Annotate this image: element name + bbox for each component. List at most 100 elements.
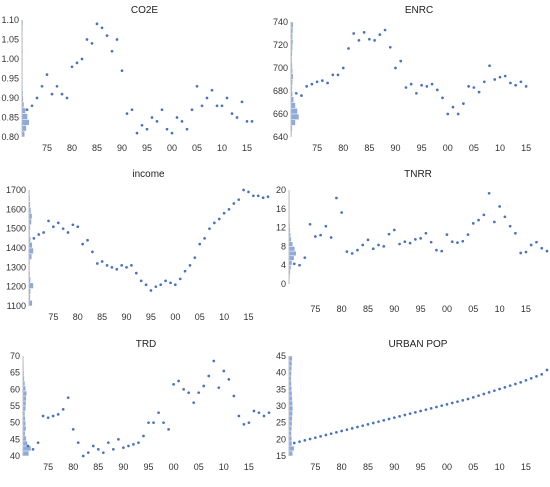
histogram-bar	[22, 131, 25, 137]
data-point	[456, 400, 459, 404]
x-tick-label: 15	[243, 312, 253, 322]
histogram-bar	[29, 236, 31, 242]
data-point	[130, 264, 133, 267]
histogram-bar	[29, 207, 31, 213]
x-tick-label: 00	[169, 462, 179, 472]
data-point	[266, 195, 270, 199]
data-point	[392, 228, 396, 232]
x-tick-label: 90	[389, 462, 399, 472]
data-point	[399, 59, 403, 63]
histogram-bar	[289, 251, 296, 256]
x-tick-label: 90	[118, 462, 128, 472]
x-tick-label: 10	[495, 143, 505, 153]
histogram-bar	[289, 396, 293, 401]
histogram-bar	[289, 406, 293, 411]
data-point	[60, 92, 64, 96]
histogram-bar	[22, 125, 27, 131]
histogram-bar	[23, 406, 26, 411]
data-point	[472, 86, 476, 89]
data-point	[215, 104, 219, 108]
data-point	[305, 85, 309, 88]
data-point	[451, 105, 455, 109]
data-point	[120, 69, 124, 73]
data-point	[498, 75, 502, 79]
data-point	[155, 120, 159, 123]
data-point	[200, 104, 204, 108]
data-point	[420, 83, 423, 87]
data-point	[378, 33, 382, 37]
data-point	[446, 112, 450, 116]
data-point	[456, 112, 460, 116]
x-tick-label: 90	[122, 312, 132, 322]
data-point	[519, 380, 523, 384]
data-point	[313, 235, 317, 238]
x-tick-label: 95	[416, 304, 426, 314]
data-point	[240, 100, 244, 104]
data-point	[91, 250, 94, 254]
x-tick-label: 15	[521, 143, 531, 153]
x-tick-label: 10	[495, 462, 505, 472]
x-tick-label: 95	[144, 462, 154, 472]
x-tick-label: 95	[142, 143, 152, 153]
histogram-bar	[289, 371, 292, 376]
data-point	[217, 217, 221, 221]
data-point	[303, 256, 307, 260]
data-point	[398, 242, 401, 246]
data-point	[100, 26, 104, 30]
histogram-bar	[289, 426, 292, 431]
data-point	[347, 47, 350, 50]
histogram-bar	[289, 446, 294, 451]
histogram-bar	[289, 436, 292, 441]
data-point	[130, 108, 134, 112]
data-point	[245, 120, 249, 123]
data-point	[122, 446, 125, 450]
y-tick-label: 45	[276, 351, 286, 361]
data-point	[227, 377, 231, 381]
histogram-bar	[23, 386, 26, 391]
data-point	[247, 190, 250, 194]
data-point	[242, 188, 245, 192]
histogram-bar	[22, 119, 29, 125]
data-point	[145, 127, 149, 131]
y-tick-label: 1100	[7, 301, 26, 311]
data-point	[95, 22, 99, 26]
data-point	[492, 389, 496, 393]
data-point	[508, 224, 512, 228]
data-point	[356, 248, 359, 252]
data-point	[373, 39, 376, 42]
y-tick-label: 40	[276, 368, 286, 378]
y-tick-label: 65	[10, 368, 20, 378]
data-point	[41, 414, 45, 418]
data-point	[361, 243, 365, 247]
data-point	[71, 223, 75, 227]
x-tick-label: 85	[93, 462, 103, 472]
data-point	[85, 38, 89, 41]
histogram-bar	[29, 283, 34, 289]
data-point	[414, 238, 417, 241]
histogram-bar	[291, 68, 293, 74]
histogram-bar	[289, 366, 292, 371]
y-tick-label: 55	[10, 401, 20, 411]
y-tick-label: 0.90	[1, 93, 19, 103]
data-point	[535, 240, 538, 244]
data-point	[425, 85, 429, 88]
histogram-bar	[291, 79, 293, 85]
data-point	[408, 412, 412, 416]
data-point	[540, 372, 544, 376]
histogram-bar	[22, 102, 24, 108]
data-point	[210, 88, 214, 92]
data-point	[450, 401, 454, 405]
data-point	[310, 82, 314, 86]
data-point	[205, 96, 209, 100]
histogram-bar	[291, 91, 293, 97]
data-point	[139, 279, 143, 283]
histogram-bar	[23, 441, 28, 446]
data-point	[180, 120, 184, 123]
data-point	[76, 441, 80, 445]
y-tick-label: 1.05	[1, 35, 19, 45]
histogram-bar	[29, 254, 32, 260]
data-point	[414, 410, 417, 414]
data-point	[250, 120, 254, 123]
